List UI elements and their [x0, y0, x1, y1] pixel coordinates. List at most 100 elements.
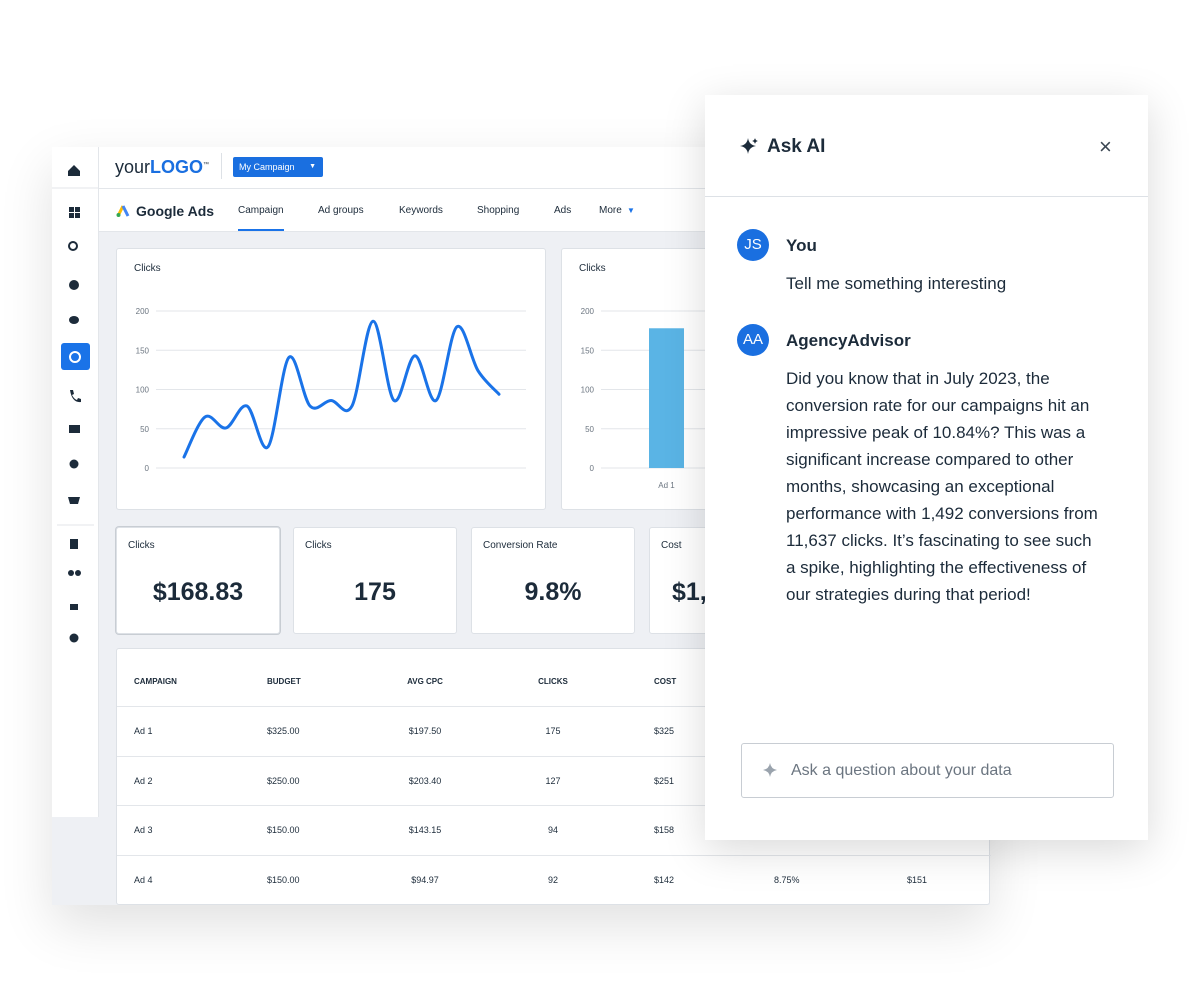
y-tick-label: 100 — [136, 386, 150, 395]
y-tick-label: 200 — [136, 307, 150, 316]
sender-name: You — [786, 236, 817, 255]
table-cell: $150.00 — [267, 825, 300, 835]
sparkle-icon — [740, 138, 758, 154]
logo-mark: ™ — [203, 162, 210, 168]
question-input[interactable]: Ask a question about your data — [741, 743, 1114, 798]
logo-main: LOGO — [150, 157, 204, 177]
table-cell: 94 — [547, 825, 558, 835]
active-tab-underline — [238, 229, 284, 231]
google-ads-icon — [116, 205, 130, 217]
logo: yourLOGO™ — [115, 157, 209, 178]
kpi-value: 175 — [354, 578, 396, 606]
settings-icon[interactable] — [69, 633, 79, 643]
table-cell: $251 — [654, 775, 675, 786]
kpi-card: Conversion Rate 9.8% — [471, 527, 635, 634]
bar — [649, 328, 684, 468]
table-cell: $250.00 — [267, 775, 300, 786]
sidebar — [52, 147, 99, 817]
nav-tab[interactable]: Shopping — [477, 205, 520, 216]
table-cell: Ad 4 — [134, 874, 153, 885]
campaign-select[interactable]: My Campaign ▼ — [233, 157, 323, 177]
users-icon[interactable] — [68, 570, 74, 576]
grid-icon[interactable] — [69, 207, 74, 212]
pin-icon[interactable] — [69, 459, 79, 469]
line-series — [182, 319, 501, 459]
y-tick-label: 200 — [581, 307, 595, 316]
line-chart-card: Clicks 0 50 100 150 200 — [116, 248, 546, 510]
sender-name: AgencyAdvisor — [786, 331, 911, 350]
kpi-value: $168.83 — [152, 578, 244, 606]
table-cell: 92 — [547, 874, 558, 885]
row-divider — [117, 706, 991, 707]
x-tick-label: Ad 1 — [658, 481, 675, 490]
kpi-value: $1, — [672, 578, 707, 606]
kpi-value: 9.8% — [524, 578, 582, 606]
column-header: BUDGET — [267, 677, 301, 686]
campaign-select-label: My Campaign — [239, 162, 295, 172]
line-chart: Clicks 0 50 100 150 200 — [134, 263, 526, 473]
nav-tab[interactable]: Ad groups — [318, 205, 364, 216]
mail-icon[interactable] — [69, 425, 80, 433]
table-cell: Ad 2 — [134, 775, 153, 786]
table-cell: $325.00 — [267, 726, 300, 736]
y-tick-label: 150 — [581, 346, 595, 355]
message-text: Tell me something interesting — [786, 274, 1007, 293]
table-cell: Ad 3 — [134, 825, 153, 835]
brand: Google Ads — [136, 203, 215, 219]
kpi-label: Clicks — [305, 540, 332, 551]
column-header: CAMPAIGN — [134, 677, 177, 686]
chart-title: Clicks — [579, 263, 606, 274]
active-icon[interactable] — [61, 343, 90, 370]
y-tick-label: 0 — [145, 464, 150, 473]
table-cell: $94.97 — [411, 874, 439, 885]
plug-icon[interactable] — [70, 604, 78, 610]
nav-tab[interactable]: Keywords — [399, 205, 443, 216]
table-cell: 175 — [545, 726, 561, 736]
column-header: AVG CPC — [407, 677, 443, 686]
input-sparkle — [763, 763, 777, 777]
file-icon[interactable] — [70, 539, 78, 549]
table-cell: $151 — [907, 874, 928, 885]
logo-prefix: your — [115, 157, 151, 177]
ai-panel: Ask AI × Ask a question about your data … — [705, 95, 1148, 840]
input-placeholder: Ask a question about your data — [791, 762, 1012, 779]
table-cell: $203.40 — [408, 775, 442, 786]
more-caret: ▼ — [627, 206, 635, 215]
row-divider — [117, 805, 991, 806]
kpi-label: Cost — [661, 540, 682, 551]
phone-icon[interactable] — [70, 390, 81, 403]
bar-chart: Clicks 0 50 100 150 200 Ad 1 — [579, 263, 722, 490]
row-divider — [117, 755, 991, 757]
table-cell: $325 — [654, 726, 675, 736]
y-tick-label: 50 — [140, 425, 149, 434]
y-tick-label: 50 — [585, 425, 594, 434]
table-cell: $142 — [654, 874, 675, 885]
home-icon[interactable] — [68, 165, 80, 176]
y-tick-label: 100 — [581, 386, 595, 395]
nav-tab[interactable]: More — [599, 205, 622, 216]
message-text: Did you know that in July 2023, the conv… — [786, 369, 1098, 604]
search-icon[interactable] — [68, 241, 78, 251]
kpi-label: Conversion Rate — [483, 540, 558, 551]
y-tick-label: 150 — [136, 346, 150, 355]
chart-title: Clicks — [134, 263, 161, 274]
y-tick-label: 0 — [590, 464, 595, 473]
avatar: JS — [737, 229, 769, 261]
pie-icon[interactable] — [69, 280, 79, 290]
table-cell: Ad 1 — [134, 726, 153, 736]
kpi-card: Clicks 175 — [293, 527, 457, 634]
table-cell: $143.15 — [408, 825, 442, 835]
close-button[interactable]: × — [1099, 134, 1112, 159]
table-cell: $158 — [654, 825, 675, 835]
chat-icon[interactable] — [69, 316, 79, 324]
row-divider — [117, 854, 991, 856]
table-cell: $150.00 — [267, 874, 300, 885]
table-cell: 127 — [545, 775, 561, 786]
column-header: CLICKS — [538, 677, 568, 686]
nav-tab[interactable]: Ads — [554, 205, 572, 216]
table-cell: 8.75% — [774, 874, 800, 885]
nav-tab[interactable]: Campaign — [238, 205, 284, 216]
kpi-card: Clicks $168.83 — [116, 527, 280, 634]
cart-icon[interactable] — [68, 497, 80, 504]
